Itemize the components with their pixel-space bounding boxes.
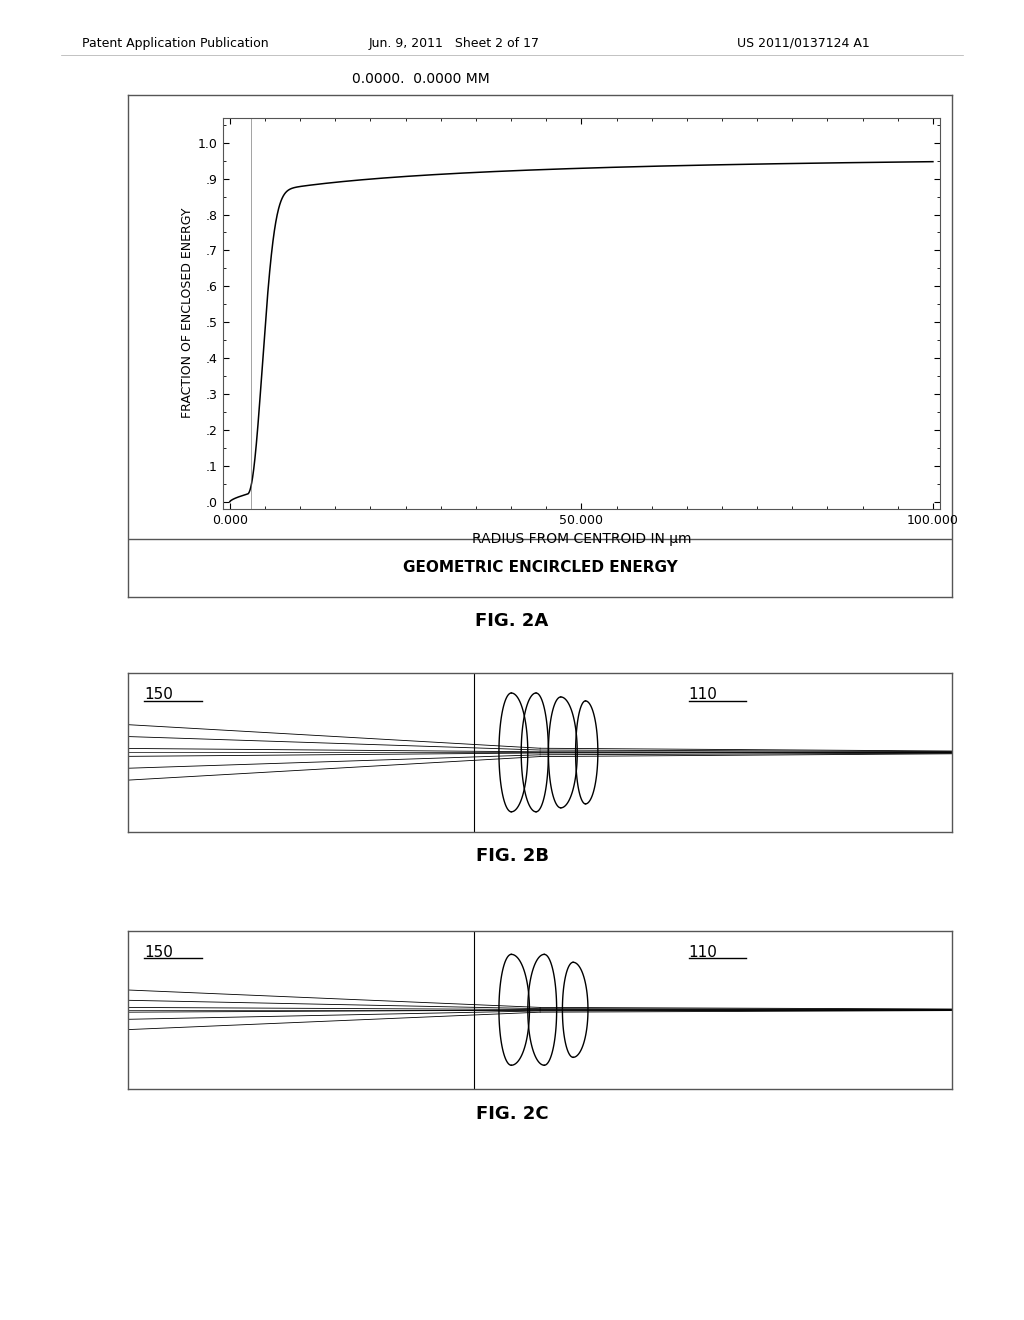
Y-axis label: FRACTION OF ENCLOSED ENERGY: FRACTION OF ENCLOSED ENERGY <box>181 209 194 418</box>
Text: US 2011/0137124 A1: US 2011/0137124 A1 <box>737 37 870 50</box>
Text: FIG. 2A: FIG. 2A <box>475 612 549 631</box>
Text: 150: 150 <box>144 688 173 702</box>
Text: GEOMETRIC ENCIRCLED ENERGY: GEOMETRIC ENCIRCLED ENERGY <box>402 560 678 576</box>
Text: 110: 110 <box>688 688 718 702</box>
Text: FIG. 2B: FIG. 2B <box>475 847 549 866</box>
X-axis label: RADIUS FROM CENTROID IN μm: RADIUS FROM CENTROID IN μm <box>472 532 691 546</box>
Text: 0.0000.  0.0000 MM: 0.0000. 0.0000 MM <box>352 73 489 86</box>
Text: 110: 110 <box>688 945 718 960</box>
Text: Jun. 9, 2011   Sheet 2 of 17: Jun. 9, 2011 Sheet 2 of 17 <box>369 37 540 50</box>
Text: Patent Application Publication: Patent Application Publication <box>82 37 268 50</box>
Text: FIG. 2C: FIG. 2C <box>476 1105 548 1123</box>
Text: 150: 150 <box>144 945 173 960</box>
